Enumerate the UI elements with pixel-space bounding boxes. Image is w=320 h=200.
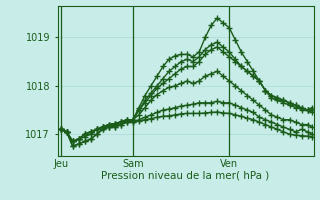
X-axis label: Pression niveau de la mer( hPa ): Pression niveau de la mer( hPa ) [101,170,270,180]
